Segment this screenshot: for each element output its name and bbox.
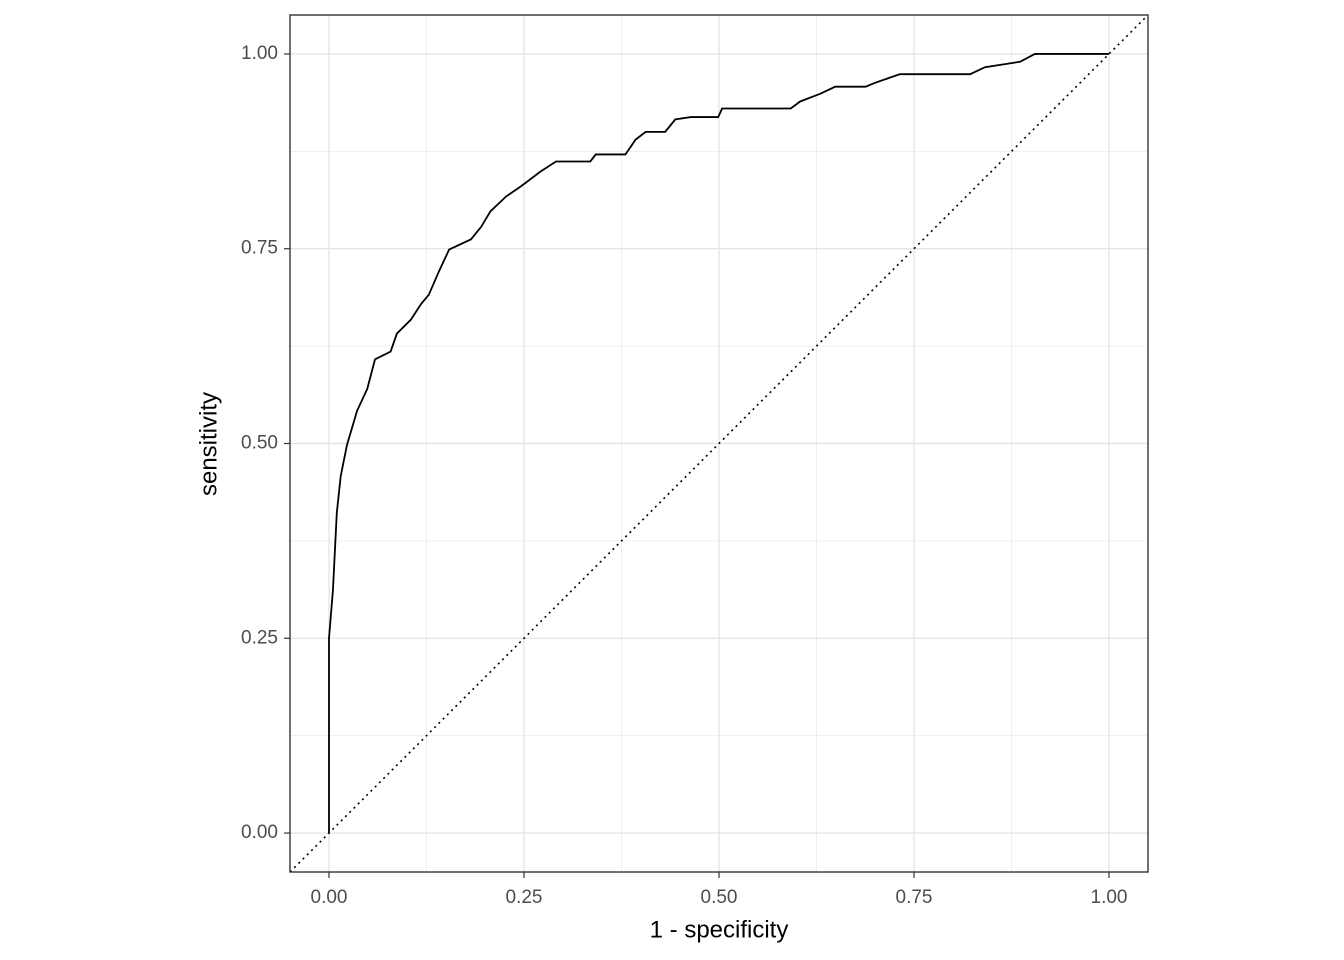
y-tick-label: 0.50 xyxy=(241,433,278,454)
x-tick-label: 0.00 xyxy=(311,887,348,908)
x-tick-label: 0.25 xyxy=(506,887,543,908)
panel-border xyxy=(289,14,1149,873)
y-tick-label: 1.00 xyxy=(241,43,278,64)
x-tick-label: 1.00 xyxy=(1091,887,1128,908)
y-tick-label: 0.75 xyxy=(241,238,278,259)
y-axis-title: sensitivity xyxy=(195,392,222,496)
reference-line xyxy=(289,14,1149,873)
x-axis-title: 1 - specificity xyxy=(650,916,789,943)
x-tick-label: 0.50 xyxy=(701,887,738,908)
x-tick-label: 0.75 xyxy=(896,887,933,908)
roc-curve xyxy=(328,53,1109,834)
y-tick-label: 0.25 xyxy=(241,627,278,648)
y-tick-label: 0.00 xyxy=(241,822,278,843)
